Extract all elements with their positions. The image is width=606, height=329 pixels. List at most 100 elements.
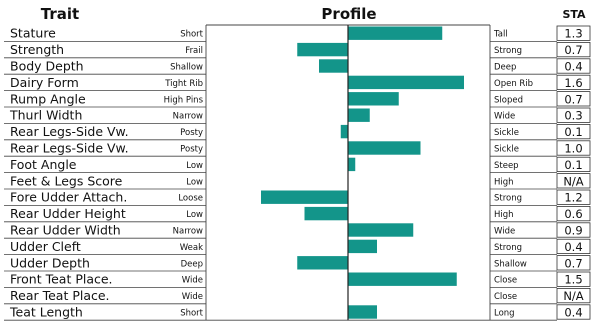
trait-row: Fore Udder Attach. Loose Strong 1.2	[4, 189, 591, 206]
trait-name: Strength	[10, 42, 64, 57]
profile-bar	[297, 42, 348, 57]
trait-name: Dairy Form	[10, 75, 79, 90]
trait-row: Rear Udder Height Low High 0.6	[4, 205, 591, 223]
sta-box	[556, 271, 591, 287]
high-descriptor: Long	[494, 309, 515, 319]
high-descriptor: Deep	[494, 63, 516, 73]
header-trait: Trait	[41, 5, 79, 23]
low-descriptor: Tight Rib	[164, 79, 203, 89]
trait-row: Stature Short Tall 1.3	[4, 25, 591, 42]
sta-box	[556, 205, 591, 222]
low-descriptor: Wide	[182, 276, 203, 286]
sta-box	[556, 222, 591, 238]
sta-value: N/A	[563, 289, 583, 303]
trait-name: Rear Teat Place.	[10, 288, 110, 303]
profile-bar	[348, 223, 414, 237]
profile-bar	[348, 75, 464, 90]
low-descriptor: Low	[186, 210, 203, 220]
profile-bar	[348, 26, 443, 40]
low-descriptor: Deep	[181, 259, 203, 269]
trait-name: Body Depth	[10, 59, 84, 74]
trait-row: Dairy Form Tight Rib Open Rib 1.6	[4, 74, 591, 91]
trait-row: Feet & Legs Score Low High N/A	[4, 173, 591, 190]
sta-value: 1.6	[564, 76, 582, 90]
profile-bar	[304, 206, 348, 221]
trait-row: Body Depth Shallow Deep 0.4	[4, 58, 591, 75]
profile-bar	[348, 141, 421, 155]
trait-name: Rear Udder Width	[10, 223, 121, 238]
low-descriptor: Loose	[178, 194, 203, 204]
low-descriptor: Frail	[185, 46, 203, 56]
high-descriptor: Wide	[494, 112, 515, 122]
high-descriptor: High	[494, 177, 514, 187]
trait-name: Udder Depth	[10, 255, 90, 270]
profile-bar	[340, 124, 348, 139]
sta-box	[556, 304, 591, 320]
sta-box	[556, 238, 591, 254]
sta-box	[556, 140, 591, 156]
trait-row: Udder Depth Deep Shallow 0.7	[4, 255, 591, 272]
high-descriptor: Shallow	[494, 259, 527, 269]
low-descriptor: Short	[180, 30, 203, 40]
trait-row: Thurl Width Narrow Wide 0.3	[4, 107, 591, 124]
trait-name: Rear Legs-Side Vw.	[10, 124, 129, 139]
sta-value: 0.4	[564, 60, 582, 74]
sta-box	[556, 156, 591, 172]
high-descriptor: Steep	[494, 161, 519, 171]
profile-bar	[348, 108, 370, 122]
high-descriptor: Strong	[494, 194, 522, 204]
sta-value: 0.9	[564, 224, 582, 238]
profile-bar	[348, 157, 356, 172]
high-descriptor: High	[494, 210, 514, 220]
trait-row: Foot Angle Low Steep 0.1	[4, 156, 591, 174]
profile-bar	[261, 190, 348, 204]
sta-value: 0.4	[564, 240, 582, 254]
sta-value: 0.7	[564, 92, 582, 106]
trait-name: Front Teat Place.	[10, 272, 113, 287]
high-descriptor: Close	[494, 276, 517, 286]
sta-box	[556, 124, 591, 140]
x-tick-label: 2	[489, 327, 496, 329]
high-descriptor: Strong	[494, 243, 522, 253]
trait-name: Rear Udder Height	[10, 206, 126, 221]
trait-name: Udder Cleft	[10, 239, 81, 254]
sta-box	[556, 255, 591, 271]
trait-name: Fore Udder Attach.	[10, 190, 127, 205]
high-descriptor: Sloped	[494, 95, 523, 105]
profile-bar	[348, 239, 377, 254]
trait-name: Feet & Legs Score	[10, 173, 123, 188]
trait-row: Front Teat Place. Wide Close 1.5	[4, 271, 591, 288]
sta-value: 0.1	[564, 125, 582, 139]
sta-value: N/A	[563, 174, 583, 188]
sta-value: 1.3	[564, 27, 582, 41]
low-descriptor: Shallow	[170, 63, 203, 73]
sta-box	[556, 91, 591, 107]
trait-row: Rear Legs-Side Vw. Posty Sickle 1.0	[4, 140, 591, 157]
sta-box	[556, 42, 591, 58]
sta-value: 1.2	[564, 191, 582, 205]
trait-name: Teat Length	[9, 305, 83, 320]
sta-value: 0.1	[564, 158, 582, 172]
profile-bar	[348, 92, 399, 106]
trait-name: Rump Angle	[10, 91, 86, 106]
sta-box	[556, 173, 591, 189]
sta-value: 0.4	[564, 306, 582, 320]
trait-row: Teat Length Short Long 0.4	[4, 304, 591, 321]
trait-name: Stature	[10, 26, 56, 41]
profile-bar	[348, 305, 377, 319]
sta-value: 0.6	[564, 207, 582, 221]
sta-box	[556, 58, 591, 74]
high-descriptor: Tall	[493, 30, 508, 40]
x-tick-label: 0	[344, 327, 351, 329]
low-descriptor: Weak	[180, 243, 203, 253]
high-descriptor: Sickle	[494, 145, 519, 155]
sta-box	[556, 107, 591, 123]
trait-row: Strength Frail Strong 0.7	[4, 42, 591, 59]
sta-box	[556, 25, 591, 41]
sta-value: 1.5	[564, 273, 582, 287]
high-descriptor: Sickle	[494, 128, 519, 138]
sta-value: 0.7	[564, 256, 582, 270]
x-tick-label: -1	[270, 327, 281, 329]
low-descriptor: Wide	[182, 292, 203, 302]
